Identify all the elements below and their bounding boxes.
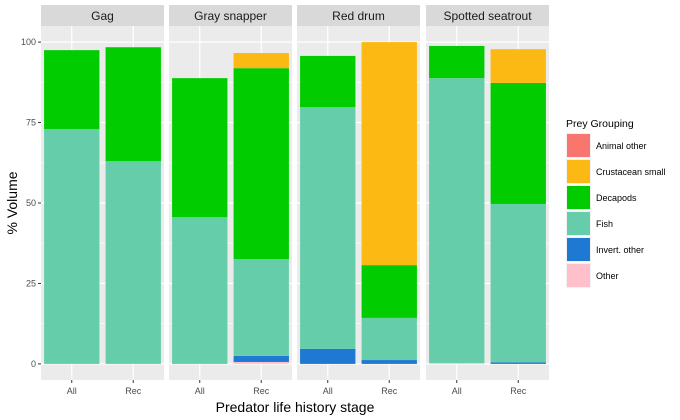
bar-segment-fish <box>44 128 100 364</box>
y-axis-title: % Volume <box>4 171 20 234</box>
bar-segment-fish <box>172 217 228 364</box>
y-tick-label: 25 <box>26 278 36 288</box>
x-tick-label: Rec <box>510 386 527 396</box>
bar-segment-other <box>233 361 289 364</box>
x-tick-label: All <box>323 386 333 396</box>
legend-swatch <box>567 160 590 183</box>
facet-strip-label: Spotted seatrout <box>443 9 532 23</box>
bar-segment-decapods <box>233 68 289 259</box>
bar-segment-decapods <box>172 78 228 218</box>
legend-item: Crustacean small <box>566 159 666 184</box>
y-tick-label: 100 <box>21 37 36 47</box>
facet-strip <box>426 5 549 26</box>
facet-panels: All Rec Gag All Rec Gray snapper All Rec Red dru… <box>41 5 549 396</box>
bar-segment-decapods <box>490 82 546 204</box>
legend-item: Animal other <box>566 133 647 158</box>
legend-swatch <box>567 212 590 235</box>
facet-spotted-seatrout: All Rec Spotted seatrout <box>426 5 549 396</box>
bar-segment-fish <box>233 258 289 356</box>
facet-strip-label: Gag <box>91 9 114 23</box>
legend-label: Animal other <box>596 141 647 151</box>
x-axis-title: Predator life history stage <box>216 399 375 415</box>
legend-label: Crustacean small <box>596 167 666 177</box>
legend-label: Decapods <box>596 193 637 203</box>
bar-segment-invert-other <box>300 348 356 364</box>
facet-strip-label: Red drum <box>332 9 385 23</box>
legend-swatch <box>567 264 590 287</box>
facet-strip-label: Gray snapper <box>194 9 267 23</box>
legend-swatch <box>567 134 590 157</box>
legend-item: Fish <box>566 211 613 236</box>
y-tick-label: 50 <box>26 198 36 208</box>
legend-label: Invert. other <box>596 245 644 255</box>
legend-title: Prey Grouping <box>566 118 634 130</box>
facet-strip <box>297 5 420 26</box>
facet-gag: All Rec Gag <box>41 5 164 396</box>
bar-segment-fish <box>361 317 417 361</box>
bar-segment-crustacean-small <box>490 49 546 83</box>
bar-segment-invert-other <box>490 362 546 364</box>
bar-segment-invert-other <box>361 360 417 364</box>
bar-segment-fish <box>105 161 161 364</box>
legend: Prey Grouping Animal other Crustacean sma… <box>566 118 666 288</box>
y-axis: 0 25 50 75 100 <box>21 37 41 369</box>
y-tick-label: 0 <box>31 359 36 369</box>
bar-segment-other <box>429 362 485 364</box>
bar-segment-fish <box>490 203 546 363</box>
bar-segment-fish <box>429 78 485 363</box>
y-tick-label: 75 <box>26 118 36 128</box>
x-tick-label: Rec <box>125 386 142 396</box>
facet-strip <box>41 5 164 26</box>
bar-segment-crustacean-small <box>233 53 289 69</box>
bar-segment-invert-other <box>233 355 289 362</box>
facet-red-drum: All Rec Red drum <box>297 5 420 396</box>
bar-segment-decapods <box>429 45 485 79</box>
legend-item: Invert. other <box>566 237 644 262</box>
x-tick-label: All <box>67 386 77 396</box>
legend-swatch <box>567 238 590 261</box>
bar-segment-decapods <box>361 265 417 318</box>
legend-label: Other <box>596 271 619 281</box>
bar-segment-decapods <box>300 55 356 108</box>
legend-item: Decapods <box>566 185 637 210</box>
bar-segment-crustacean-small <box>361 42 417 266</box>
facet-strip <box>169 5 292 26</box>
bar-segment-decapods <box>105 47 161 162</box>
x-tick-label: Rec <box>253 386 270 396</box>
x-tick-label: Rec <box>381 386 398 396</box>
facet-gray-snapper: All Rec Gray snapper <box>169 5 292 396</box>
legend-item: Other <box>566 263 619 288</box>
legend-label: Fish <box>596 219 613 229</box>
bar-segment-decapods <box>44 50 100 129</box>
bar-segment-fish <box>300 107 356 349</box>
legend-swatch <box>567 186 590 209</box>
x-tick-label: All <box>452 386 462 396</box>
x-tick-label: All <box>195 386 205 396</box>
